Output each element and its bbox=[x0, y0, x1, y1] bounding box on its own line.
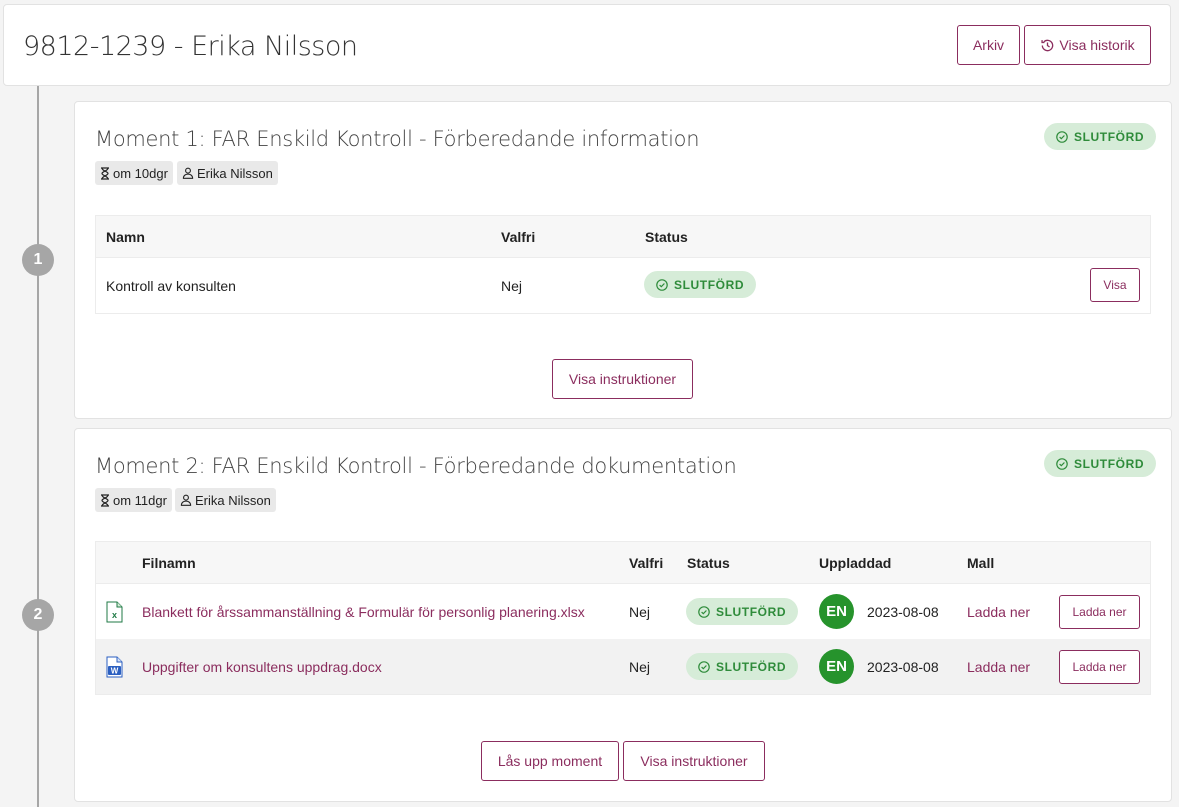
assignee-name: Erika Nilsson bbox=[195, 492, 271, 508]
unlock-moment-button[interactable]: Lås upp moment bbox=[481, 741, 619, 781]
svg-text:x: x bbox=[112, 610, 117, 620]
show-instructions-label: Visa instruktioner bbox=[640, 753, 748, 769]
show-instructions-button-1[interactable]: Visa instruktioner bbox=[552, 359, 693, 399]
status-label: SLUTFÖRD bbox=[1074, 129, 1145, 144]
check-circle-icon bbox=[1056, 457, 1068, 470]
upload-date: 2023-08-08 bbox=[867, 603, 939, 620]
check-circle-icon bbox=[656, 278, 668, 291]
download-button[interactable]: Ladda ner bbox=[1059, 650, 1140, 684]
column-header-template: Mall bbox=[967, 554, 995, 571]
column-header-optional: Valfri bbox=[629, 554, 664, 571]
assignee-chip: Erika Nilsson bbox=[177, 161, 278, 185]
word-icon: W bbox=[106, 639, 123, 694]
status-label: SLUTFÖRD bbox=[1074, 456, 1145, 471]
page-title: 9812-1239 - Erika Nilsson bbox=[23, 31, 358, 62]
timeline-line bbox=[37, 86, 39, 807]
file-link[interactable]: Uppgifter om konsultens uppdrag.docx bbox=[142, 658, 382, 675]
due-chip: om 10dgr bbox=[95, 161, 173, 185]
due-text: om 10dgr bbox=[113, 165, 168, 181]
view-button[interactable]: Visa bbox=[1090, 268, 1140, 302]
step-number-1: 1 bbox=[22, 244, 54, 276]
hourglass-icon bbox=[100, 166, 110, 180]
moment-1-table: Namn Valfri Status Kontroll av konsulten… bbox=[95, 215, 1151, 314]
column-header-optional: Valfri bbox=[501, 228, 536, 245]
avatar: EN bbox=[819, 649, 854, 684]
unlock-moment-label: Lås upp moment bbox=[497, 753, 603, 769]
row-optional: Nej bbox=[501, 277, 523, 294]
column-header-status: Status bbox=[645, 228, 688, 245]
download-button-label: Ladda ner bbox=[1072, 605, 1127, 619]
due-text: om 11dgr bbox=[113, 492, 167, 508]
download-button[interactable]: Ladda ner bbox=[1059, 595, 1140, 629]
archive-button[interactable]: Arkiv bbox=[957, 25, 1020, 65]
step-number-2: 2 bbox=[22, 599, 54, 631]
history-button[interactable]: Visa historik bbox=[1024, 25, 1151, 65]
row-optional: Nej bbox=[629, 658, 651, 675]
history-button-label: Visa historik bbox=[1059, 37, 1135, 53]
column-header-status: Status bbox=[687, 554, 730, 571]
column-header-uploaded: Uppladdad bbox=[819, 554, 892, 571]
row-status-badge: SLUTFÖRD bbox=[686, 598, 799, 625]
check-circle-icon bbox=[698, 605, 710, 618]
due-chip: om 11dgr bbox=[95, 488, 172, 512]
avatar: EN bbox=[819, 594, 854, 629]
status-label: SLUTFÖRD bbox=[674, 277, 745, 292]
row-optional: Nej bbox=[629, 603, 651, 620]
moment-1-card: Moment 1: FAR Enskild Kontroll - Förbere… bbox=[74, 101, 1172, 419]
history-icon bbox=[1040, 38, 1055, 53]
view-button-label: Visa bbox=[1103, 278, 1127, 292]
template-download-link[interactable]: Ladda ner bbox=[967, 603, 1031, 620]
svg-text:W: W bbox=[111, 666, 119, 675]
file-link[interactable]: Blankett för årssammanställning & Formul… bbox=[142, 603, 585, 620]
row-status-badge: SLUTFÖRD bbox=[644, 271, 757, 298]
assignee-chip: Erika Nilsson bbox=[175, 488, 276, 512]
template-download-link[interactable]: Ladda ner bbox=[967, 658, 1031, 675]
row-name: Kontroll av konsulten bbox=[106, 277, 236, 294]
assignee-name: Erika Nilsson bbox=[197, 165, 273, 181]
hourglass-icon bbox=[100, 493, 110, 507]
check-circle-icon bbox=[698, 660, 710, 673]
excel-icon: x bbox=[106, 584, 123, 639]
status-label: SLUTFÖRD bbox=[716, 659, 787, 674]
archive-button-label: Arkiv bbox=[972, 37, 1005, 53]
table-header: Filnamn Valfri Status Uppladdad Mall bbox=[96, 542, 1150, 584]
upload-date: 2023-08-08 bbox=[867, 658, 939, 675]
status-label: SLUTFÖRD bbox=[716, 604, 787, 619]
table-row: W Uppgifter om konsultens uppdrag.docx N… bbox=[96, 639, 1150, 694]
moment-2-title: Moment 2: FAR Enskild Kontroll - Förbere… bbox=[95, 454, 737, 478]
table-row: Kontroll av konsulten Nej SLUTFÖRD Visa bbox=[96, 258, 1150, 313]
user-icon bbox=[182, 167, 194, 179]
row-status-badge: SLUTFÖRD bbox=[686, 653, 799, 680]
download-button-label: Ladda ner bbox=[1072, 660, 1127, 674]
moment-1-status-badge: SLUTFÖRD bbox=[1044, 123, 1157, 150]
user-icon bbox=[180, 494, 192, 506]
show-instructions-button-2[interactable]: Visa instruktioner bbox=[623, 741, 765, 781]
table-row: x Blankett för årssammanställning & Form… bbox=[96, 584, 1150, 639]
moment-2-status-badge: SLUTFÖRD bbox=[1044, 450, 1157, 477]
table-header: Namn Valfri Status bbox=[96, 216, 1150, 258]
moment-2-table: Filnamn Valfri Status Uppladdad Mall x B… bbox=[95, 541, 1151, 695]
show-instructions-label: Visa instruktioner bbox=[568, 371, 677, 387]
moment-1-title: Moment 1: FAR Enskild Kontroll - Förbere… bbox=[95, 127, 700, 151]
moment-2-card: Moment 2: FAR Enskild Kontroll - Förbere… bbox=[74, 428, 1172, 802]
column-header-name: Namn bbox=[106, 228, 145, 245]
header-card: 9812-1239 - Erika Nilsson Arkiv Visa his… bbox=[3, 4, 1171, 86]
check-circle-icon bbox=[1056, 130, 1068, 143]
column-header-filename: Filnamn bbox=[142, 554, 196, 571]
